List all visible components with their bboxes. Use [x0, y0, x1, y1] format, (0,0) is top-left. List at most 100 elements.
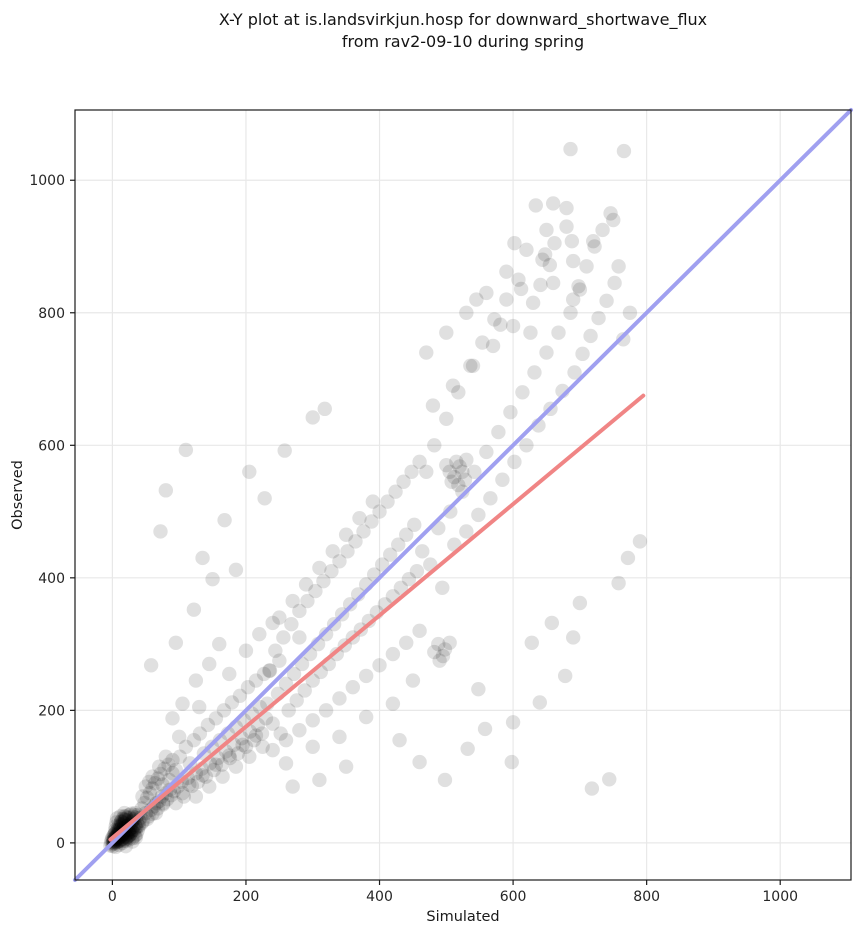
scatter-point: [312, 560, 327, 576]
scatter-point: [385, 696, 401, 711]
scatter-point: [499, 264, 514, 279]
scatter-point: [222, 750, 238, 766]
scatter-point: [178, 739, 194, 755]
scatter-point: [519, 438, 534, 453]
scatter-point: [455, 484, 470, 499]
scatter-point: [372, 658, 387, 673]
scatter-point: [145, 769, 160, 784]
scatter-point: [611, 575, 626, 591]
scatter-point: [442, 464, 457, 480]
scatter-point: [451, 385, 466, 400]
scatter-point: [415, 544, 430, 559]
scatter-point: [364, 514, 379, 529]
scatter-point: [340, 544, 355, 559]
scatter-point: [138, 779, 153, 794]
scatter-point: [537, 247, 553, 262]
scatter-point: [125, 834, 140, 849]
scatter-point: [533, 277, 548, 293]
scatter-point: [445, 378, 461, 393]
scatter-point: [305, 673, 320, 688]
scatter-point: [620, 550, 636, 566]
scatter-point: [591, 310, 606, 326]
scatter-point: [286, 666, 302, 682]
scatter-point: [587, 239, 602, 254]
y-axis-label: Observed: [10, 460, 26, 530]
scatter-point: [388, 484, 403, 499]
scatter-point: [285, 779, 300, 794]
scatter-point: [168, 795, 184, 811]
scatter-point: [407, 517, 422, 533]
scatter-point: [504, 754, 519, 770]
y-tick-label: 0: [56, 836, 65, 852]
x-tick-label: 400: [366, 889, 393, 905]
scatter-point: [499, 292, 514, 307]
scatter-point: [385, 646, 401, 662]
scatter-point: [352, 510, 367, 526]
scatter-point: [507, 454, 522, 470]
scatter-point: [361, 613, 377, 629]
scatter-point: [272, 653, 287, 668]
scatter-point: [616, 143, 632, 159]
scatter-point: [305, 713, 320, 728]
scatter-point: [332, 729, 347, 745]
scatter-point: [575, 346, 590, 362]
scatter-point: [479, 444, 494, 460]
scatter-point: [200, 717, 216, 733]
scatter-point: [171, 729, 187, 745]
scatter-point: [248, 673, 264, 688]
scatter-point: [240, 679, 256, 695]
scatter-point: [175, 785, 190, 801]
scatter-point: [393, 580, 409, 595]
scatter-point: [228, 759, 244, 774]
scatter-point: [117, 809, 132, 824]
scatter-point: [158, 749, 174, 764]
scatter-point: [161, 757, 176, 772]
scatter-point: [292, 723, 307, 738]
scatter-point: [224, 695, 240, 710]
scatter-point: [572, 282, 588, 297]
scatter-point: [459, 305, 474, 320]
scatter-point: [412, 454, 427, 470]
scatter-point: [113, 809, 128, 824]
scatter-point: [503, 404, 518, 420]
scatter-point: [208, 757, 224, 772]
scatter-point: [257, 491, 272, 506]
scatter-point: [278, 732, 294, 748]
scatter-point: [479, 285, 494, 301]
scatter-point: [128, 830, 143, 845]
scatter-point: [611, 259, 626, 274]
scatter-point: [312, 772, 327, 788]
scatter-point: [399, 635, 414, 650]
scatter-point: [477, 721, 493, 737]
scatter-point: [272, 610, 287, 625]
scatter-point: [551, 325, 566, 340]
scatter-point: [300, 593, 315, 609]
reference-lines-layer: [73, 108, 853, 882]
scatter-point: [105, 839, 121, 854]
scatter-point: [276, 630, 291, 645]
scatter-point: [435, 648, 451, 664]
scatter-point: [126, 825, 141, 841]
scatter-point: [527, 365, 542, 380]
scatter-point: [475, 335, 490, 350]
scatter-point: [178, 442, 194, 458]
scatter-point: [212, 636, 227, 652]
scatter-point: [485, 338, 501, 354]
scatter-point: [186, 602, 202, 617]
scatter-point: [278, 676, 294, 692]
chart-title-line1: X-Y plot at is.landsvirkjun.hosp for dow…: [219, 10, 707, 30]
scatter-point: [459, 524, 474, 539]
scatter-point: [392, 732, 407, 748]
scatter-point: [579, 259, 594, 274]
scatter-point: [143, 658, 159, 673]
scatter-point: [419, 464, 434, 480]
scatter-point: [281, 703, 296, 718]
scatter-point: [542, 257, 558, 273]
scatter-point: [216, 703, 232, 718]
scatter-point: [115, 811, 130, 827]
plot-border: [74, 109, 852, 881]
scatter-point: [565, 292, 581, 307]
scatter-point: [544, 615, 560, 631]
scatter-point: [228, 562, 244, 578]
